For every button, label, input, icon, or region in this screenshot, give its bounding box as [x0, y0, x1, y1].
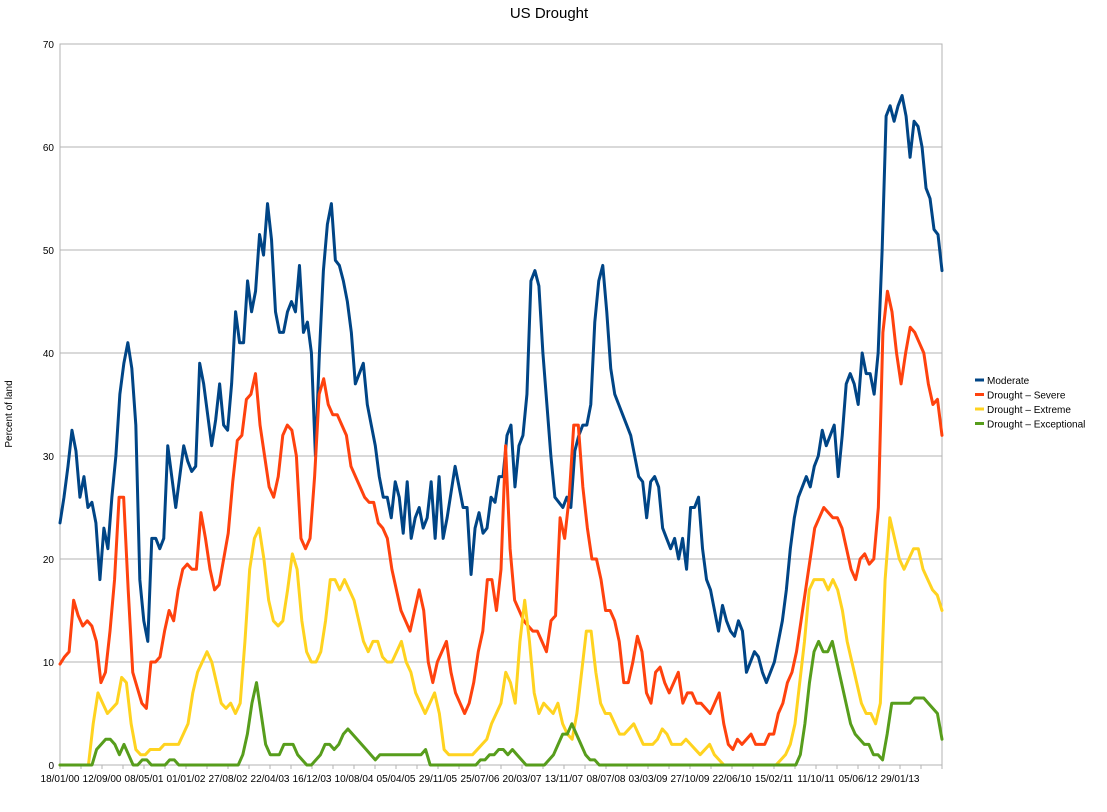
x-tick-label: 01/01/02: [167, 774, 206, 785]
y-tick-label: 0: [48, 761, 54, 772]
y-tick-label: 70: [43, 40, 55, 51]
series-line-1: [58, 289, 944, 752]
x-tick-label: 15/02/11: [755, 774, 794, 785]
legend-entry: Drought – Severe: [987, 391, 1066, 402]
chart-title: US Drought: [510, 5, 589, 22]
x-tick-label: 29/11/05: [419, 774, 458, 785]
x-tick-label: 08/05/01: [125, 774, 164, 785]
series-line-3: [58, 639, 944, 767]
x-tick-label: 05/04/05: [377, 774, 416, 785]
legend-entry: Moderate: [987, 376, 1030, 387]
x-tick-label: 22/04/03: [251, 774, 290, 785]
x-tick-label: 13/11/07: [545, 774, 584, 785]
x-tick-label: 27/08/02: [209, 774, 248, 785]
x-tick-label: 25/07/06: [461, 774, 500, 785]
x-tick-label: 03/03/09: [629, 774, 668, 785]
y-tick-label: 30: [43, 452, 55, 463]
legend: Moderate Drought – Severe Drought – Extrem…: [975, 376, 1085, 431]
x-tick-label: 20/03/07: [503, 774, 542, 785]
x-tick-label: 27/10/09: [671, 774, 710, 785]
x-tick-label: 22/06/10: [713, 774, 752, 785]
x-tick-label: 29/01/13: [881, 774, 920, 785]
plot-frame: [59, 43, 943, 766]
legend-entry: Drought – Exceptional: [987, 420, 1085, 431]
series-lines: [58, 94, 944, 767]
x-tick-label: 18/01/00: [41, 774, 80, 785]
x-tick-label: 05/06/12: [839, 774, 878, 785]
x-tick-label: 12/09/00: [83, 774, 122, 785]
x-tick-label: 08/07/08: [587, 774, 626, 785]
y-tick-label: 10: [43, 658, 55, 669]
x-tick-label: 16/12/03: [293, 774, 332, 785]
grid: [59, 43, 943, 766]
y-tick-label: 40: [43, 349, 55, 360]
series-line-0: [58, 94, 944, 685]
legend-entry: Drought – Extreme: [987, 405, 1071, 416]
x-tick-label: 10/08/04: [335, 774, 374, 785]
y-axis-label: Percent of land: [4, 380, 15, 447]
y-tick-label: 60: [43, 143, 55, 154]
y-tick-label: 50: [43, 246, 55, 257]
series-line-2: [58, 516, 944, 767]
x-tick-label: 11/10/11: [797, 774, 835, 785]
y-tick-label: 20: [43, 555, 55, 566]
